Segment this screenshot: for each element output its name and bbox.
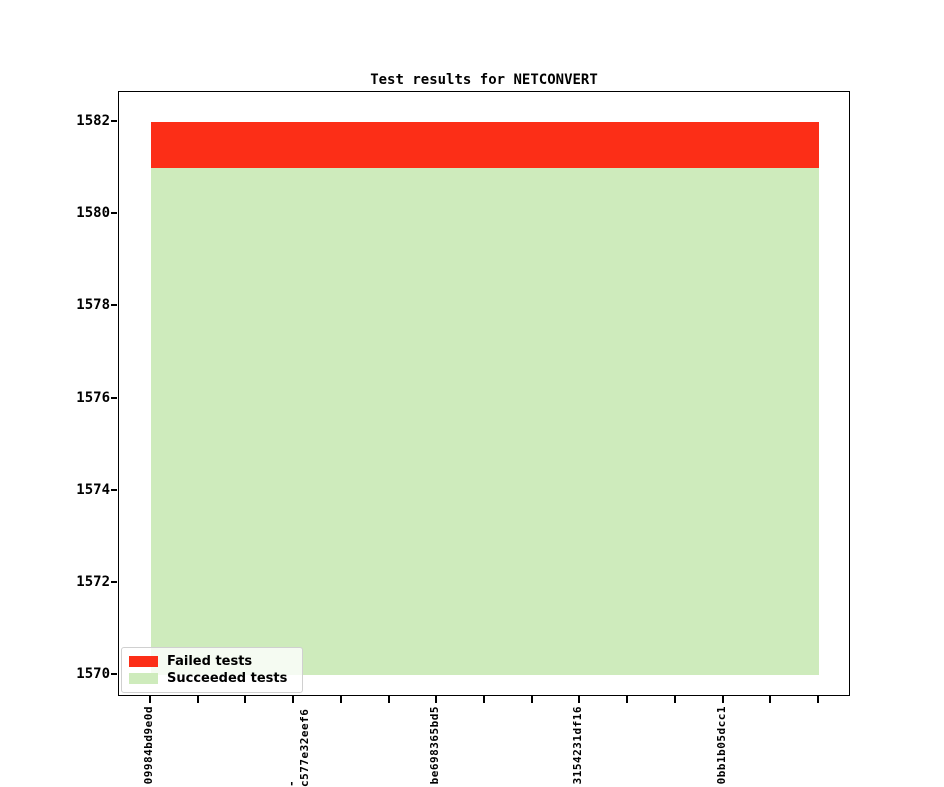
x-tick-label: -c577e32eef6 <box>285 708 312 787</box>
y-tick-mark <box>111 396 117 399</box>
x-tick-label: be698365bd5 <box>428 706 442 785</box>
x-tick-mark <box>149 696 151 703</box>
y-tick-label: 1582 <box>76 113 110 129</box>
x-tick-mark <box>339 696 342 703</box>
x-tick-mark <box>387 696 390 703</box>
y-tick-mark <box>111 304 117 307</box>
legend-swatch-succeeded <box>129 673 158 684</box>
x-tick-label: 0bb1b05dcc1 <box>714 706 728 785</box>
y-tick-mark <box>111 120 117 122</box>
y-tick-mark <box>111 212 117 215</box>
legend-label: Failed tests <box>167 654 253 669</box>
y-tick-label: 1572 <box>76 573 110 590</box>
x-tick-mark <box>435 696 438 703</box>
y-tick-label: 1576 <box>76 389 110 406</box>
plot-area <box>118 91 850 696</box>
x-tick-mark <box>244 696 247 703</box>
x-tick-mark <box>626 696 629 703</box>
y-tick-label: 1578 <box>76 297 110 314</box>
legend-label: Succeeded tests <box>167 671 288 686</box>
legend-swatch-failed <box>129 656 158 667</box>
x-tick-mark <box>769 696 772 703</box>
legend-item: Succeeded tests <box>129 670 293 687</box>
y-tick-mark <box>111 488 117 491</box>
failed-area <box>151 122 819 169</box>
x-tick-mark <box>292 696 295 703</box>
x-tick-mark <box>721 696 724 703</box>
chart-title: Test results for NETCONVERT <box>370 72 598 88</box>
y-tick-label: 1574 <box>76 481 110 498</box>
y-tick-mark <box>111 580 117 583</box>
x-tick-label: 09984bd9e0d <box>142 706 155 785</box>
x-tick-mark <box>530 696 533 703</box>
y-tick-mark <box>111 673 117 675</box>
y-tick-label: 1570 <box>76 666 110 682</box>
x-tick-mark <box>817 696 819 703</box>
x-tick-mark <box>578 696 581 703</box>
legend-item: Failed tests <box>129 653 293 670</box>
y-tick-label: 1580 <box>76 205 110 222</box>
x-tick-mark <box>673 696 676 703</box>
legend: Failed tests Succeeded tests <box>121 647 303 693</box>
succeeded-area <box>151 168 819 675</box>
x-tick-mark <box>196 696 199 703</box>
x-tick-label: 3154231df16 <box>571 706 585 785</box>
x-tick-mark <box>483 696 485 703</box>
